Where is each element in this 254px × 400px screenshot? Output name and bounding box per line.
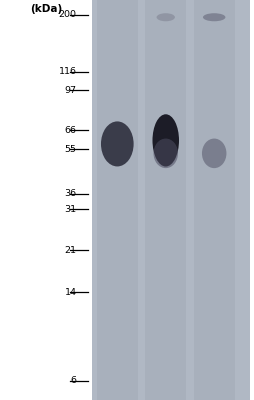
Text: 97: 97	[64, 86, 76, 95]
Text: 116: 116	[58, 67, 76, 76]
Text: 21: 21	[64, 246, 76, 254]
Ellipse shape	[201, 138, 226, 168]
Bar	[193, 0, 234, 400]
Bar	[145, 0, 185, 400]
Text: 36: 36	[64, 189, 76, 198]
Bar	[91, 0, 249, 400]
Text: (kDa): (kDa)	[30, 4, 62, 14]
Text: 55: 55	[64, 145, 76, 154]
Ellipse shape	[101, 122, 133, 166]
Ellipse shape	[156, 13, 174, 21]
Text: 14: 14	[64, 288, 76, 297]
Ellipse shape	[202, 13, 225, 21]
Ellipse shape	[153, 138, 177, 168]
Text: 6: 6	[70, 376, 76, 386]
Text: 66: 66	[64, 126, 76, 135]
Bar	[97, 0, 137, 400]
Text: 200: 200	[58, 10, 76, 19]
Ellipse shape	[152, 114, 178, 166]
Text: 31: 31	[64, 205, 76, 214]
